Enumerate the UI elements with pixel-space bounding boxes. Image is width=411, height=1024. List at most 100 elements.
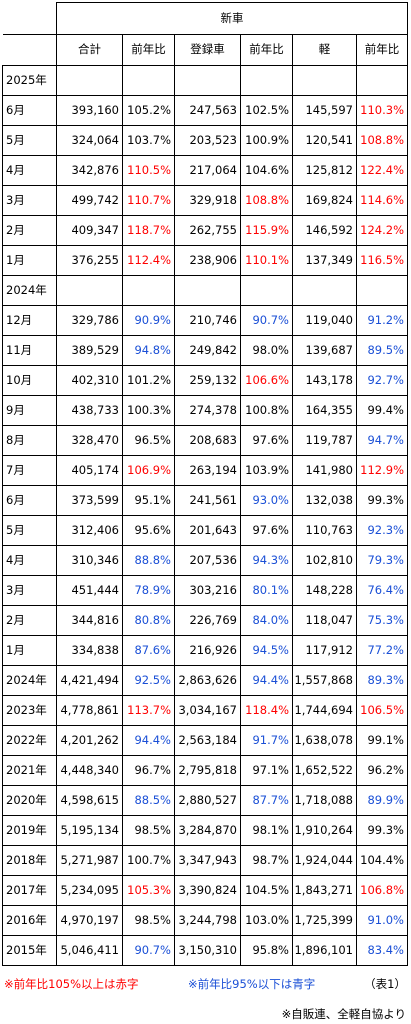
yoy-cell: 80.1% (240, 575, 293, 606)
count-cell: 324,064 (56, 125, 123, 156)
yoy-cell: 108.8% (356, 125, 408, 156)
table-row: 5月 324,064 103.7% 203,523 100.9% 120,541 108.8… (2, 125, 408, 156)
table-row: 2023年 4,778,861 113.7% 3,034,167 118.4% 1,744… (2, 695, 408, 726)
count-cell: 1,725,399 (292, 905, 357, 936)
yoy-cell: 94.4% (122, 725, 175, 756)
row-label: 8月 (2, 425, 57, 456)
table-body: 2025年 6月 393,160 105.2% 247,563 102.5% 145,597… (2, 65, 408, 966)
row-label: 9月 (2, 395, 57, 426)
count-cell: 148,228 (292, 575, 357, 606)
yoy-cell: 91.0% (356, 905, 408, 936)
empty-cell (356, 65, 408, 96)
table-row: 1月 376,255 112.4% 238,906 110.1% 137,349 116.5… (2, 245, 408, 276)
count-cell: 310,346 (56, 545, 123, 576)
group-header-new-car: 新車 (56, 2, 408, 35)
yoy-cell: 93.0% (240, 485, 293, 516)
count-cell: 1,718,088 (292, 785, 357, 816)
count-cell: 262,755 (174, 215, 241, 246)
row-label: 2015年 (2, 935, 57, 966)
row-label: 10月 (2, 365, 57, 396)
yoy-cell: 96.5% (122, 425, 175, 456)
count-cell: 3,390,824 (174, 875, 241, 906)
yoy-cell: 80.8% (122, 605, 175, 636)
yoy-cell: 106.9% (122, 455, 175, 486)
count-cell: 169,824 (292, 185, 357, 216)
count-cell: 2,880,527 (174, 785, 241, 816)
yoy-cell: 92.7% (356, 365, 408, 396)
yoy-cell: 98.5% (122, 815, 175, 846)
count-cell: 119,787 (292, 425, 357, 456)
yoy-cell: 104.5% (240, 875, 293, 906)
yoy-cell: 112.9% (356, 455, 408, 486)
yoy-cell: 98.1% (240, 815, 293, 846)
count-cell: 241,561 (174, 485, 241, 516)
yoy-cell: 118.4% (240, 695, 293, 726)
yoy-cell: 99.3% (356, 815, 408, 846)
table-row: 2022年 4,201,262 94.4% 2,563,184 91.7% 1,638,0… (2, 725, 408, 756)
section-row: 2024年 (2, 275, 408, 306)
yoy-cell: 110.5% (122, 155, 175, 186)
yoy-cell: 124.2% (356, 215, 408, 246)
yoy-cell: 89.9% (356, 785, 408, 816)
yoy-cell: 122.4% (356, 155, 408, 186)
table-row: 2021年 4,448,340 96.7% 2,795,818 97.1% 1,652,5… (2, 755, 408, 786)
count-cell: 102,810 (292, 545, 357, 576)
count-cell: 132,038 (292, 485, 357, 516)
row-label: 2018年 (2, 845, 57, 876)
count-cell: 3,284,870 (174, 815, 241, 846)
count-cell: 1,896,101 (292, 935, 357, 966)
section-row: 2025年 (2, 65, 408, 96)
count-cell: 4,778,861 (56, 695, 123, 726)
count-cell: 312,406 (56, 515, 123, 546)
yoy-cell: 98.5% (122, 905, 175, 936)
yoy-cell: 76.4% (356, 575, 408, 606)
count-cell: 2,863,626 (174, 665, 241, 696)
yoy-cell: 95.6% (122, 515, 175, 546)
count-cell: 216,926 (174, 635, 241, 666)
row-label: 4月 (2, 545, 57, 576)
yoy-cell: 104.6% (240, 155, 293, 186)
row-label: 2月 (2, 605, 57, 636)
count-cell: 210,746 (174, 305, 241, 336)
table-row: 2017年 5,234,095 105.3% 3,390,824 104.5% 1,843… (2, 875, 408, 906)
row-label: 2023年 (2, 695, 57, 726)
count-cell: 217,064 (174, 155, 241, 186)
yoy-cell: 108.8% (240, 185, 293, 216)
table-row: 2024年 4,421,494 92.5% 2,863,626 94.4% 1,557,8… (2, 665, 408, 696)
row-label: 2016年 (2, 905, 57, 936)
empty-cell (292, 65, 357, 96)
yoy-cell: 103.7% (122, 125, 175, 156)
empty-cell (56, 65, 123, 96)
count-cell: 117,912 (292, 635, 357, 666)
count-cell: 3,347,943 (174, 845, 241, 876)
row-label: 2019年 (2, 815, 57, 846)
yoy-cell: 83.4% (356, 935, 408, 966)
table-row: 2020年 4,598,615 88.5% 2,880,527 87.7% 1,718,0… (2, 785, 408, 816)
count-cell: 4,448,340 (56, 755, 123, 786)
count-cell: 1,843,271 (292, 875, 357, 906)
count-cell: 118,047 (292, 605, 357, 636)
yoy-cell: 99.1% (356, 725, 408, 756)
yoy-cell: 114.6% (356, 185, 408, 216)
table-row: 11月 389,529 94.8% 249,842 98.0% 139,687 89.5% (2, 335, 408, 366)
yoy-cell: 87.6% (122, 635, 175, 666)
count-cell: 334,838 (56, 635, 123, 666)
table-row: 3月 499,742 110.7% 329,918 108.8% 169,824 114.6… (2, 185, 408, 216)
count-cell: 247,563 (174, 95, 241, 126)
col-header-registered: 登録車 (174, 34, 241, 66)
count-cell: 164,355 (292, 395, 357, 426)
yoy-cell: 97.6% (240, 425, 293, 456)
empty-cell (292, 275, 357, 306)
count-cell: 226,769 (174, 605, 241, 636)
count-cell: 207,536 (174, 545, 241, 576)
row-label: 6月 (2, 485, 57, 516)
count-cell: 1,744,694 (292, 695, 357, 726)
yoy-cell: 88.8% (122, 545, 175, 576)
yoy-cell: 98.0% (240, 335, 293, 366)
count-cell: 263,194 (174, 455, 241, 486)
empty-cell (174, 65, 241, 96)
count-cell: 376,255 (56, 245, 123, 276)
table-row: 2015年 5,046,411 90.7% 3,150,310 95.8% 1,896,1… (2, 935, 408, 966)
yoy-cell: 95.8% (240, 935, 293, 966)
count-cell: 203,523 (174, 125, 241, 156)
